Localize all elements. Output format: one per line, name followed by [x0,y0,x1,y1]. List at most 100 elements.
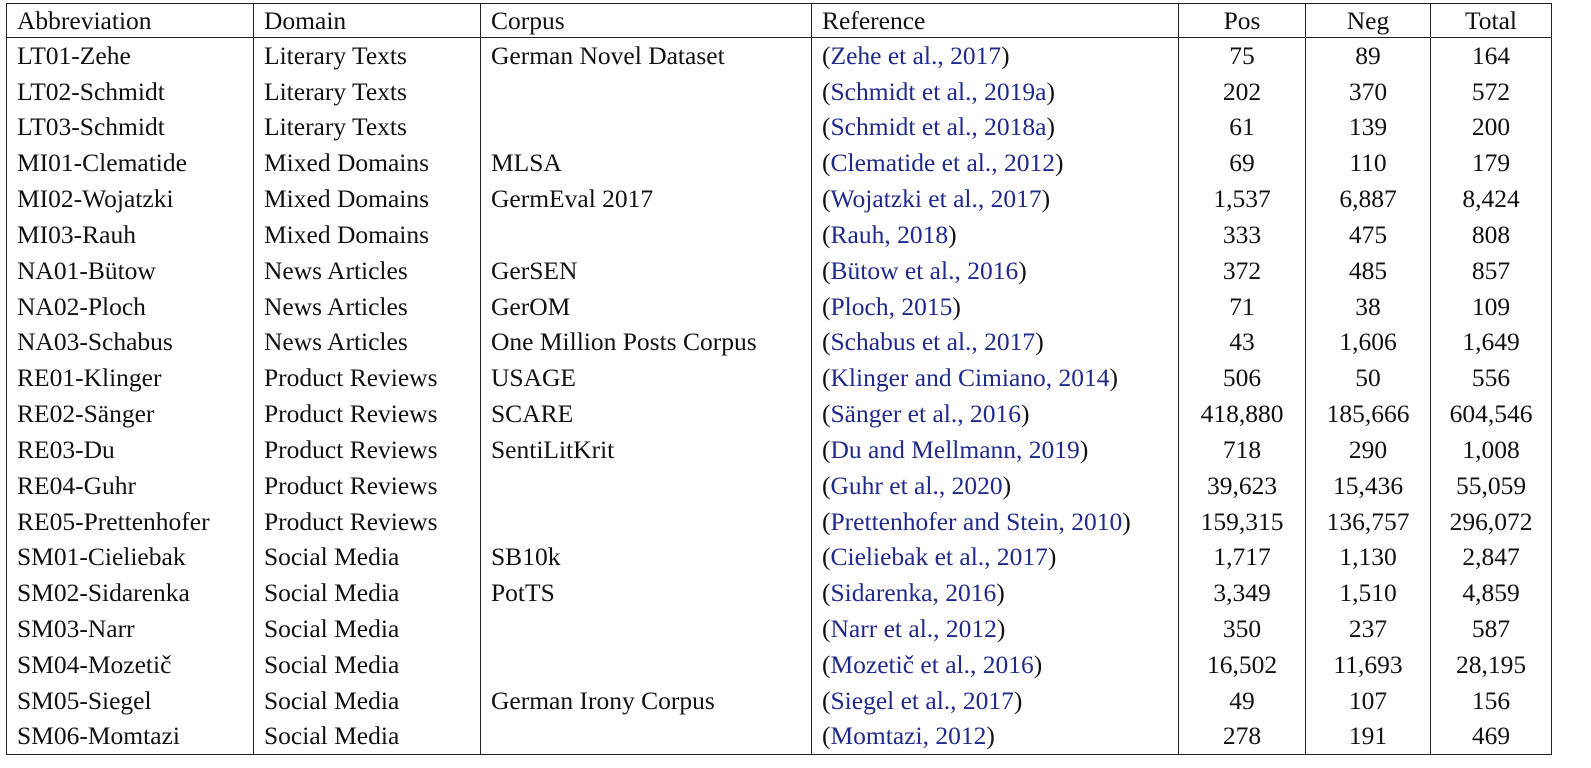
cell-corpus: GermEval 2017 [480,180,812,217]
header-abbreviation: Abbreviation [6,3,254,38]
reference-link[interactable]: Sänger et al., 2016 [830,399,1022,429]
table-header-row: Abbreviation Domain Corpus Reference Pos… [6,3,1552,38]
cell-abbreviation: RE02-Sänger [6,395,254,432]
cell-domain: Mixed Domains [253,216,481,253]
cell-abbreviation: LT02-Schmidt [6,73,254,110]
header-pos: Pos [1178,3,1306,38]
reference-link[interactable]: Wojatzki et al., 2017 [830,184,1042,214]
reference-link[interactable]: Momtazi, 2012 [830,721,987,751]
cell-pos: 159,315 [1178,503,1306,540]
cell-neg: 110 [1305,145,1431,181]
reference-open-paren: ( [822,40,831,70]
cell-pos: 418,880 [1178,395,1306,432]
cell-pos: 718 [1178,431,1306,468]
cell-domain: Social Media [253,682,481,719]
cell-neg: 139 [1305,109,1431,146]
reference-link[interactable]: Schmidt et al., 2018a [830,112,1047,142]
reference-close-paren: ) [1122,506,1131,536]
cell-pos: 75 [1178,37,1306,74]
cell-total: 556 [1471,363,1511,393]
cell-pos: 43 [1178,324,1306,361]
reference-open-paren: ( [822,721,831,751]
cell-reference: (Bütow et al., 2016) [811,252,1179,289]
table-row: NA01-Bütow News Articles GerSEN (Bütow et a… [6,252,1552,289]
reference-open-paren: ( [822,219,831,249]
reference-link[interactable]: Mozetič et al., 2016 [830,650,1034,680]
cell-neg: 1,130 [1305,539,1431,576]
cell-abbreviation: RE05-Prettenhofer [6,503,254,540]
cell-reference: (Schmidt et al., 2018a) [811,109,1179,146]
cell-pos: 202 [1178,73,1306,110]
cell-corpus [480,467,812,504]
table-row: MI02-Wojatzki Mixed Domains GermEval 2017(… [6,180,1552,217]
reference-link[interactable]: Klinger and Cimiano, 2014 [830,363,1110,393]
reference-link[interactable]: Clematide et al., 2012 [830,148,1055,178]
cell-abbreviation: MI01-Clematide [6,145,254,181]
cell-reference: (Sänger et al., 2016) [811,395,1179,432]
reference-close-paren: ) [1047,542,1057,572]
reference-link[interactable]: Prettenhofer and Stein, 2010 [830,506,1123,536]
cell-pos: 61 [1178,109,1306,146]
cell-total: 1,008 [1462,434,1520,464]
cell-total: 2,847 [1462,542,1520,572]
cell-corpus: SB10k [480,539,812,576]
cell-abbreviation: RE03-Du [6,431,254,468]
reference-open-paren: ( [822,650,831,680]
cell-total: 109 [1471,291,1511,321]
reference-open-paren: ( [822,184,831,214]
table-row: SM05-Siegel Social Media German Irony Corp… [6,682,1552,719]
cell-total: 857 [1471,255,1511,285]
reference-link[interactable]: Schmidt et al., 2019a [830,76,1047,106]
cell-reference: (Narr et al., 2012) [811,611,1179,647]
cell-reference: (Ploch, 2015) [811,288,1179,325]
reference-link[interactable]: Cieliebak et al., 2017 [830,542,1048,572]
reference-open-paren: ( [822,327,831,357]
cell-pos: 278 [1178,718,1306,755]
reference-open-paren: ( [822,112,831,142]
cell-domain: Social Media [253,718,481,755]
cell-neg: 136,757 [1305,503,1431,540]
cell-pos: 69 [1178,145,1306,181]
cell-domain: Product Reviews [253,467,481,504]
reference-link[interactable]: Du and Mellmann, 2019 [830,434,1080,464]
cell-reference: (Du and Mellmann, 2019) [811,431,1179,468]
cell-corpus: SentiLitKrit [480,431,812,468]
cell-corpus: German Irony Corpus [480,682,812,719]
reference-link[interactable]: Siegel et al., 2017 [830,685,1014,715]
table-row: RE04-Guhr Product Reviews (Guhr et al., 20… [6,467,1552,504]
cell-domain: Product Reviews [253,395,481,432]
cell-corpus [480,73,812,110]
cell-neg: 370 [1305,73,1431,110]
reference-link[interactable]: Bütow et al., 2016 [830,255,1019,285]
cell-abbreviation: SM02-Sidarenka [6,575,254,611]
reference-close-paren: ) [1001,40,1010,70]
reference-close-paren: ) [996,578,1005,608]
reference-close-paren: ) [948,219,957,249]
reference-link[interactable]: Narr et al., 2012 [830,614,997,644]
cell-neg: 185,666 [1305,395,1431,432]
reference-link[interactable]: Schabus et al., 2017 [830,327,1036,357]
table-body: LT01-Zehe Literary Texts German Novel Data… [6,37,1552,755]
reference-open-paren: ( [822,506,831,536]
cell-pos: 1,717 [1178,539,1306,576]
reference-close-paren: ) [1046,76,1056,106]
reference-link[interactable]: Guhr et al., 2020 [830,470,1003,500]
cell-domain: Social Media [253,575,481,611]
reference-close-paren: ) [986,721,995,751]
reference-link[interactable]: Sidarenka, 2016 [830,578,997,608]
cell-pos: 506 [1178,360,1306,396]
reference-link[interactable]: Ploch, 2015 [830,291,953,321]
cell-total: 808 [1471,219,1511,249]
cell-reference: (Sidarenka, 2016) [811,575,1179,611]
cell-reference: (Siegel et al., 2017) [811,682,1179,719]
cell-neg: 290 [1305,431,1431,468]
cell-total: 604,546 [1449,399,1533,429]
cell-neg: 15,436 [1305,467,1431,504]
reference-close-paren: ) [1054,148,1064,178]
reference-link[interactable]: Zehe et al., 2017 [830,40,1002,70]
cell-total: 296,072 [1449,506,1533,536]
cell-total: 8,424 [1462,184,1520,214]
dataset-table-container: Abbreviation Domain Corpus Reference Pos… [6,3,1552,755]
reference-link[interactable]: Rauh, 2018 [830,219,949,249]
cell-domain: News Articles [253,324,481,361]
